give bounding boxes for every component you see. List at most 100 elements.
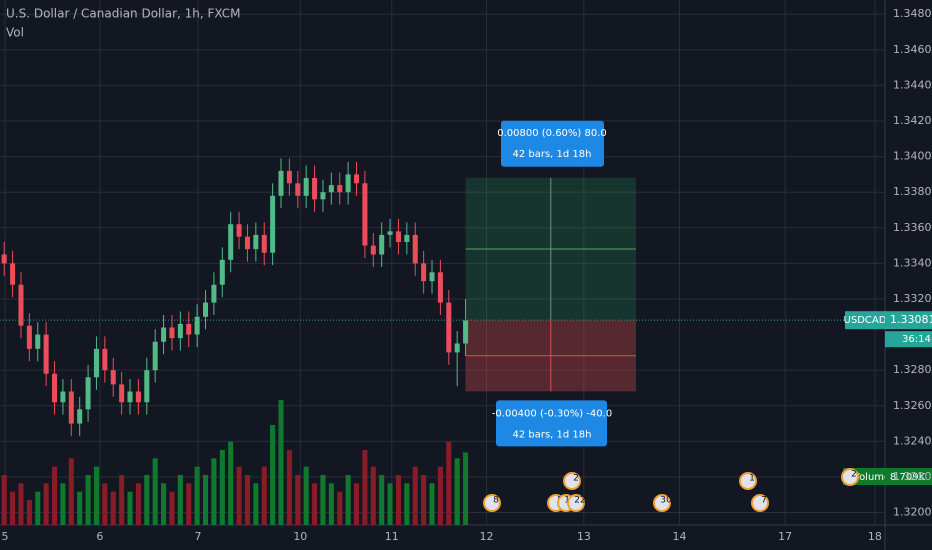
- candle-body: [387, 231, 393, 235]
- event-count: 2: [573, 474, 579, 484]
- volume-bar: [194, 466, 200, 525]
- volume-bar: [52, 466, 58, 525]
- volume-bar: [286, 450, 292, 525]
- volume-bar: [320, 475, 326, 525]
- candle-body: [278, 170, 284, 196]
- event-marker: [483, 494, 501, 512]
- candle-body: [102, 348, 108, 371]
- volume-bar: [270, 425, 276, 525]
- candle-body: [52, 373, 58, 403]
- volume-bar: [60, 483, 66, 525]
- chart-title: U.S. Dollar / Canadian Dollar, 1h, FXCM: [6, 7, 241, 21]
- target-bars: 42 bars, 1d 18h: [512, 149, 591, 160]
- candle-body: [404, 234, 410, 243]
- candle-body: [203, 302, 209, 317]
- event-count: 30: [660, 496, 672, 506]
- candle-body: [85, 377, 91, 410]
- candle-body: [446, 302, 452, 353]
- x-tick-label: 18: [868, 530, 882, 543]
- candle-body: [77, 409, 83, 424]
- x-tick-label: 14: [672, 530, 686, 543]
- candle-body: [429, 272, 435, 282]
- volume-bar: [261, 466, 267, 525]
- volume-bar: [211, 458, 217, 525]
- event-count: 1: [749, 474, 755, 484]
- y-tick-label: 1.32000: [893, 506, 932, 519]
- candle-body: [177, 323, 183, 339]
- candle-body: [144, 370, 150, 403]
- volume-bar: [10, 491, 16, 525]
- volume-bar: [236, 466, 242, 525]
- volume-bar: [35, 491, 41, 525]
- price-box: [885, 311, 932, 330]
- x-tick-label: 13: [577, 530, 591, 543]
- indicator-name: Vol: [6, 26, 24, 40]
- candle-body: [68, 391, 74, 424]
- volume-bar: [412, 466, 418, 525]
- position-tool: 0.00800 (0.60%) 80.0 42 bars, 1d 18h -0.00…: [465, 120, 636, 447]
- x-tick-label: 5: [2, 530, 9, 543]
- candle-body: [119, 384, 125, 403]
- event-count: 7: [761, 496, 767, 506]
- volume-bar: [177, 475, 183, 525]
- event-marker: [563, 472, 581, 490]
- volume-bar: [379, 475, 385, 525]
- volume-bar: [395, 475, 401, 525]
- x-tick-label: 10: [293, 530, 307, 543]
- candle-body: [270, 195, 276, 253]
- volume-bar: [203, 475, 209, 525]
- candle-body: [253, 234, 259, 250]
- volume-bar: [337, 491, 343, 525]
- y-tick-label: 1.34200: [893, 114, 932, 127]
- candle-body: [211, 284, 217, 303]
- target-label-box: [501, 120, 604, 167]
- candle-body: [261, 234, 267, 253]
- stop-label: -0.00400 (-0.30%) -40.0: [492, 408, 612, 419]
- candle-body: [437, 272, 443, 303]
- volume-bar: [85, 475, 91, 525]
- event-marker: [751, 494, 769, 512]
- volume-bar: [454, 458, 460, 525]
- event-count: 2: [851, 470, 857, 480]
- volume-bar: [354, 483, 360, 525]
- volume-bar: [429, 483, 435, 525]
- volume-bar: [387, 483, 393, 525]
- candle-body: [354, 174, 360, 184]
- volume-bar: [278, 400, 284, 525]
- candle-body: [219, 259, 225, 285]
- candle-body: [370, 245, 376, 255]
- candle-body: [152, 341, 158, 371]
- y-tick-label: 1.33400: [893, 256, 932, 269]
- volume-bar: [253, 483, 259, 525]
- candle-body: [303, 177, 309, 196]
- volume-bar: [152, 458, 158, 525]
- candle-body: [454, 343, 460, 353]
- candle-body: [60, 391, 66, 403]
- volume-bar: [1, 475, 7, 525]
- volume-bar: [446, 441, 452, 525]
- volume-bar: [219, 450, 225, 525]
- volume-bar: [169, 491, 175, 525]
- candles: [1, 158, 469, 437]
- volume-bar: [127, 491, 133, 525]
- volume-bar: [228, 441, 234, 525]
- candle-body: [395, 231, 401, 243]
- candle-body: [337, 185, 343, 193]
- volume-bar: [295, 475, 301, 525]
- y-tick-label: 1.34400: [893, 78, 932, 91]
- candle-body: [295, 183, 301, 196]
- volume-pane: [1, 400, 469, 525]
- y-tick-label: 1.32400: [893, 434, 932, 447]
- stop-label-box: [496, 400, 607, 447]
- volume-value: 8.709K: [890, 472, 926, 483]
- volume-bar: [93, 466, 99, 525]
- volume-bar: [144, 475, 150, 525]
- candle-body: [286, 170, 292, 184]
- overlay: USDCAD1.3308136:14Volume8.709K8514223027…: [0, 311, 932, 512]
- event-marker: [739, 472, 757, 490]
- price-label: 1.33081: [890, 313, 932, 326]
- candle-body: [421, 263, 427, 282]
- candle-body: [18, 284, 24, 326]
- y-tick-label: 1.32200: [893, 470, 932, 483]
